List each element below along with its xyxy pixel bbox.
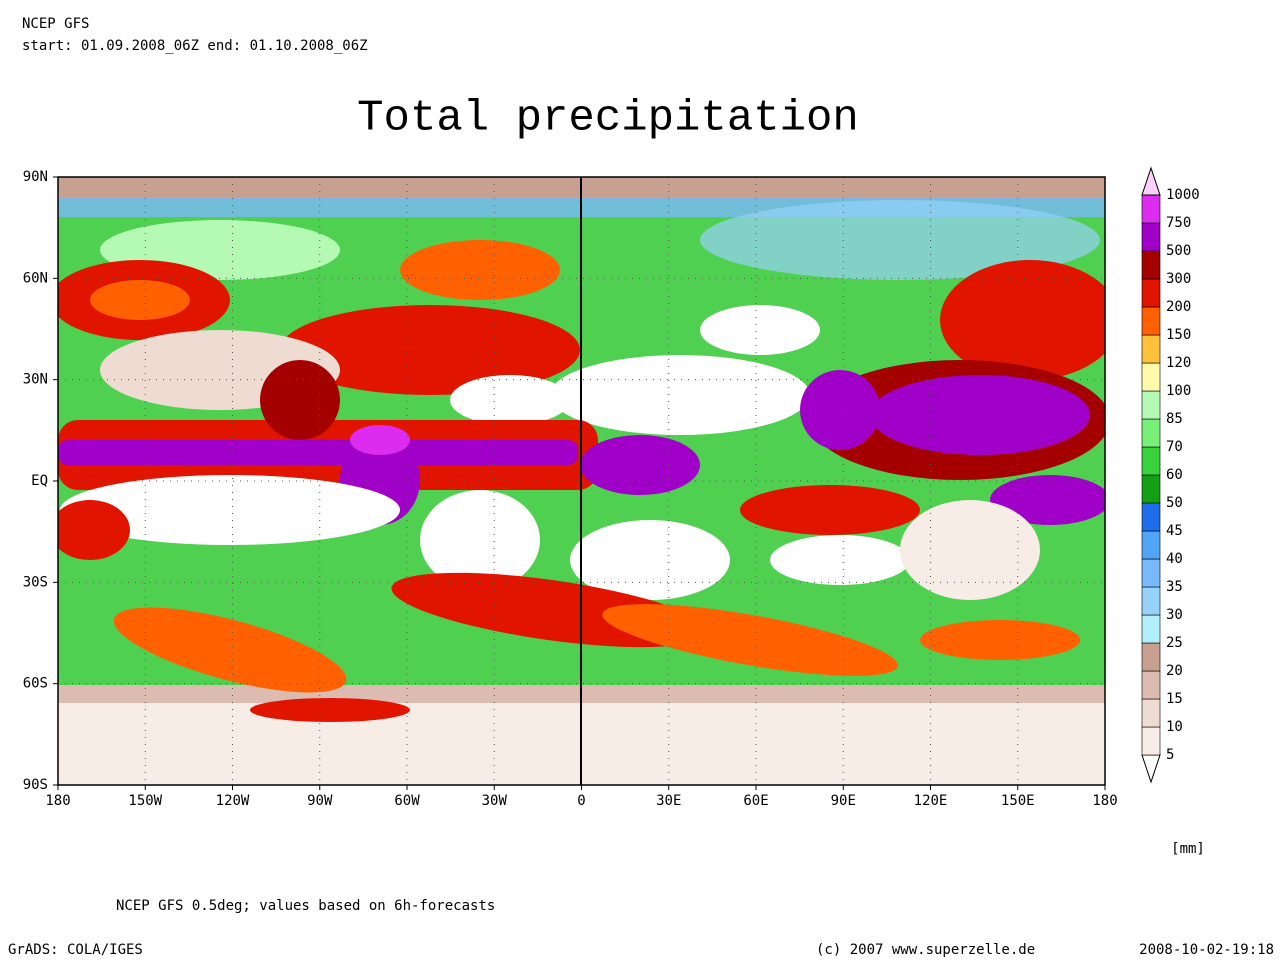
colorbar-label: 1000 (1166, 187, 1200, 203)
colorbar-label: 25 (1166, 635, 1183, 651)
unit: [mm] (1171, 841, 1205, 857)
colorbar-box (1141, 698, 1161, 728)
colorbar-label: 150 (1166, 327, 1191, 343)
colorbar-box (1141, 306, 1161, 336)
colorbar-label: 40 (1166, 551, 1183, 567)
precip-field (58, 177, 1105, 785)
lon-label: 30E (656, 793, 681, 809)
colorbar-label: 30 (1166, 607, 1183, 623)
colorbar-box (1141, 250, 1161, 280)
footer-left: GrADS: COLA/IGES (8, 942, 143, 958)
header-line2: start: 01.09.2008_06Z end: 01.10.2008_06… (22, 38, 368, 54)
colorbar-label: 45 (1166, 523, 1183, 539)
lon-label: 150W (128, 793, 162, 809)
colorbar-label: 10 (1166, 719, 1183, 735)
colorbar-box (1141, 194, 1161, 224)
lon-label: 120W (216, 793, 250, 809)
colorbar-box (1141, 362, 1161, 392)
colorbar-box (1141, 586, 1161, 616)
colorbar-label: 15 (1166, 691, 1183, 707)
colorbar-label: 100 (1166, 383, 1191, 399)
header-line1: NCEP GFS (22, 16, 89, 32)
colorbar-label: 5 (1166, 747, 1174, 763)
colorbar-box (1141, 446, 1161, 476)
colorbar-label: 120 (1166, 355, 1191, 371)
footer-note: NCEP GFS 0.5deg; values based on 6h-fore… (116, 898, 495, 914)
colorbar-box (1141, 558, 1161, 588)
lon-label: 30W (482, 793, 508, 809)
lon-label: 60E (743, 793, 768, 809)
colorbar-box (1141, 670, 1161, 700)
footer-right: 2008-10-02-19:18 (1139, 942, 1274, 958)
lat-label: 30S (23, 574, 48, 590)
lon-label: 180 (45, 793, 70, 809)
colorbar-box (1141, 642, 1161, 672)
colorbar-box (1141, 726, 1161, 756)
colorbar-arrow (1141, 166, 1161, 196)
colorbar-box (1141, 502, 1161, 532)
lon-label: 90E (831, 793, 856, 809)
colorbar-label: 500 (1166, 243, 1191, 259)
colorbar-box (1141, 614, 1161, 644)
lat-label: 90S (23, 777, 48, 793)
colorbar-label: 20 (1166, 663, 1183, 679)
colorbar-box (1141, 390, 1161, 420)
colorbar-label: 85 (1166, 411, 1183, 427)
lat-label: 90N (23, 169, 48, 185)
colorbar-label: 300 (1166, 271, 1191, 287)
lon-label: 180 (1092, 793, 1117, 809)
lon-label: 90W (307, 793, 333, 809)
lat-label: 30N (23, 372, 48, 388)
colorbar-label: 60 (1166, 467, 1183, 483)
lat-label: EQ (31, 473, 48, 489)
colorbar-box (1141, 418, 1161, 448)
colorbar-arrow (1141, 754, 1161, 784)
colorbar-label: 35 (1166, 579, 1183, 595)
lat-label: 60N (23, 270, 48, 286)
footer-center: (c) 2007 www.superzelle.de (816, 942, 1035, 958)
title: Total precipitation (357, 94, 859, 144)
lon-label: 60W (394, 793, 420, 809)
colorbar-label: 200 (1166, 299, 1191, 315)
colorbar-label: 50 (1166, 495, 1183, 511)
colorbar-label: 70 (1166, 439, 1183, 455)
colorbar-box (1141, 334, 1161, 364)
axes: 180 150W 120W 90W 60W 30W 0 30E 60E 90E 120E 150E 18… (23, 169, 1118, 809)
colorbar-box (1141, 278, 1161, 308)
lon-label: 120E (914, 793, 948, 809)
colorbar-box (1141, 222, 1161, 252)
lon-label: 0 (577, 793, 585, 809)
colorbar: 5 10 15 20 25 30 35 40 45 50 60 70 85 100 120 150 200 300… (1141, 166, 1200, 784)
colorbar-box (1141, 474, 1161, 504)
lon-label: 150E (1001, 793, 1035, 809)
lat-label: 60S (23, 676, 48, 692)
colorbar-box (1141, 530, 1161, 560)
colorbar-label: 750 (1166, 215, 1191, 231)
